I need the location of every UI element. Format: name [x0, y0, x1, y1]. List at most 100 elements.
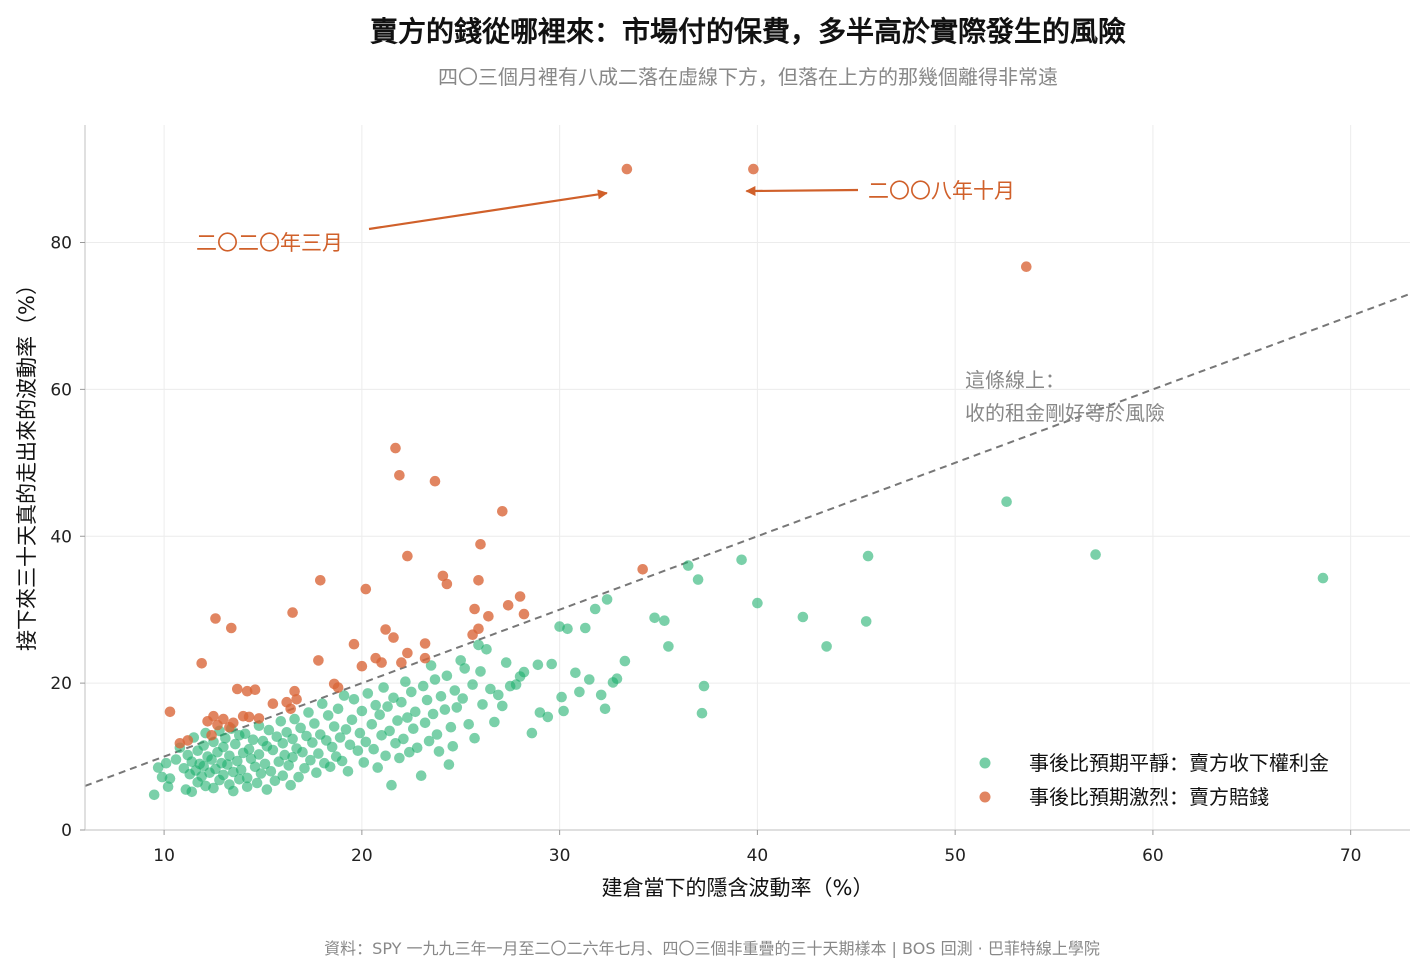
point-calm	[235, 764, 247, 776]
point-calm	[601, 594, 613, 605]
point-calm	[659, 615, 670, 626]
point-violent	[267, 698, 279, 709]
point-calm	[338, 690, 350, 701]
point-calm	[239, 728, 251, 740]
point-calm	[285, 779, 297, 791]
point-calm	[417, 680, 429, 692]
point-calm	[493, 689, 504, 701]
point-calm	[253, 720, 265, 731]
point-calm	[570, 667, 581, 679]
point-calm	[386, 779, 397, 791]
point-calm	[546, 658, 557, 670]
point-calm	[275, 716, 287, 727]
point-calm	[589, 603, 601, 615]
point-calm	[467, 679, 478, 690]
point-calm	[220, 732, 231, 744]
point-violent	[206, 730, 217, 741]
point-calm	[692, 574, 704, 585]
point-calm	[247, 734, 259, 745]
point-calm	[400, 676, 411, 687]
point-calm	[374, 709, 386, 720]
x-tick-label: 30	[549, 846, 571, 866]
point-violent	[313, 655, 324, 666]
point-calm	[489, 716, 500, 728]
y-tick-label: 80	[50, 234, 72, 254]
point-violent	[243, 711, 255, 723]
point-calm	[404, 746, 415, 758]
point-violent	[356, 660, 368, 672]
point-calm	[469, 732, 480, 744]
point-calm	[164, 773, 176, 784]
point-violent	[437, 570, 449, 582]
point-calm	[224, 750, 235, 762]
point-calm	[396, 696, 407, 708]
point-calm	[433, 746, 445, 757]
point-violent	[232, 683, 243, 695]
x-tick-label: 40	[747, 846, 769, 866]
point-calm	[293, 771, 304, 783]
point-calm	[580, 622, 591, 634]
point-violent	[182, 735, 194, 746]
point-calm	[356, 705, 368, 717]
point-calm	[313, 748, 324, 759]
point-calm	[263, 724, 275, 736]
point-calm	[398, 733, 409, 745]
point-calm	[234, 774, 245, 785]
annotation-arrow	[745, 185, 859, 196]
point-calm	[518, 666, 530, 678]
point-calm	[463, 719, 475, 730]
point-calm	[354, 727, 366, 739]
point-calm	[340, 724, 352, 735]
chart-subtitle: 四〇三個月裡有八成二落在虛線下方，但落在上方的那幾個離得非常遠	[438, 65, 1058, 89]
point-calm	[346, 714, 358, 726]
point-calm	[208, 782, 219, 794]
point-calm	[584, 674, 595, 685]
point-violent	[208, 710, 219, 722]
point-calm	[277, 738, 289, 749]
point-calm	[370, 699, 382, 711]
point-calm	[425, 660, 437, 671]
point-calm	[696, 707, 708, 719]
point-calm	[360, 736, 372, 748]
point-calm	[431, 729, 443, 740]
point-calm	[269, 775, 281, 787]
point-calm	[447, 741, 459, 752]
annotation-label: 二〇二〇年三月	[196, 231, 343, 255]
point-calm	[382, 701, 393, 712]
point-calm	[348, 694, 360, 705]
point-calm	[698, 680, 710, 692]
point-calm	[595, 689, 607, 701]
point-violent	[394, 470, 405, 481]
point-calm	[230, 738, 241, 750]
point-violent	[429, 475, 441, 487]
chart-title: 賣方的錢從哪裡來：市場付的保費，多半高於實際發生的風險	[370, 15, 1126, 48]
point-calm	[251, 777, 263, 789]
point-calm	[574, 686, 585, 698]
point-calm	[649, 612, 660, 624]
point-calm	[334, 732, 346, 743]
point-violent	[348, 638, 360, 650]
source-note: 資料：SPY 一九九三年一月至二〇二六年七月、四〇三個非重疊的三十天期樣本 | …	[324, 939, 1100, 958]
point-calm	[682, 560, 694, 571]
point-calm	[228, 785, 239, 797]
point-calm	[297, 746, 308, 758]
point-calm	[860, 616, 872, 627]
point-violent	[218, 713, 229, 725]
point-calm	[411, 742, 423, 754]
legend-marker	[979, 757, 991, 769]
point-calm	[419, 717, 431, 729]
point-calm	[542, 711, 554, 723]
point-calm	[255, 768, 267, 779]
y-tick-label: 20	[50, 674, 72, 694]
point-calm	[611, 673, 623, 684]
point-calm	[510, 679, 522, 690]
point-calm	[267, 744, 279, 756]
gridlines	[85, 125, 1410, 831]
point-calm	[352, 745, 364, 756]
point-calm	[380, 750, 391, 762]
point-violent	[621, 163, 633, 175]
point-calm	[261, 784, 273, 795]
point-calm	[390, 738, 401, 749]
point-calm	[736, 554, 747, 566]
point-calm	[222, 759, 233, 770]
